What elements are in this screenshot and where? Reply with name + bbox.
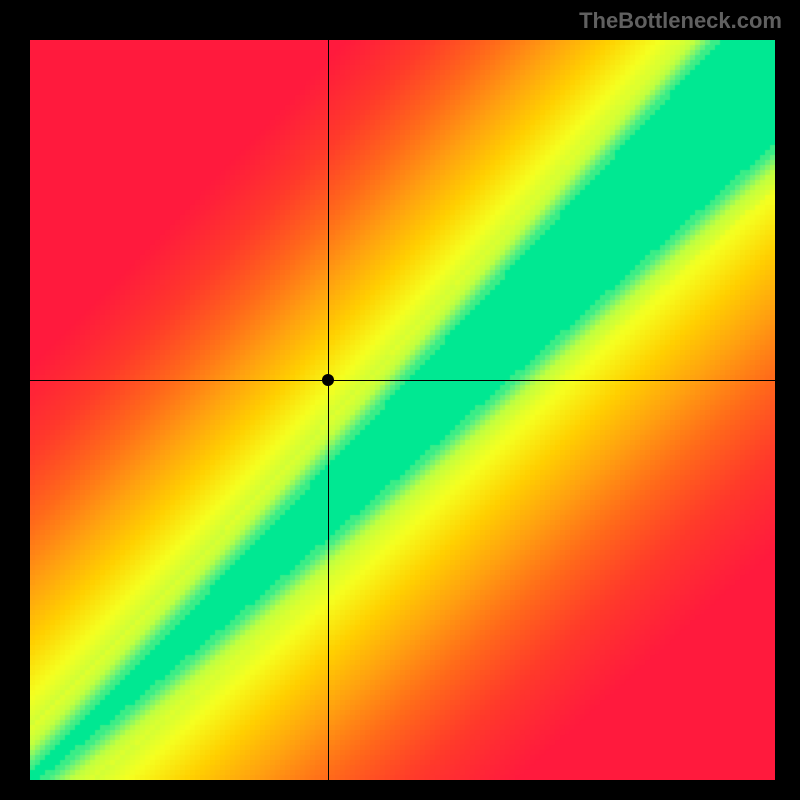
crosshair-vertical: [328, 40, 329, 780]
heatmap-canvas: [30, 40, 775, 780]
crosshair-marker: [322, 374, 334, 386]
crosshair-horizontal: [30, 380, 775, 381]
watermark-text: TheBottleneck.com: [579, 8, 782, 34]
heatmap-canvas-wrap: [30, 40, 775, 780]
bottleneck-heatmap: [30, 40, 775, 780]
